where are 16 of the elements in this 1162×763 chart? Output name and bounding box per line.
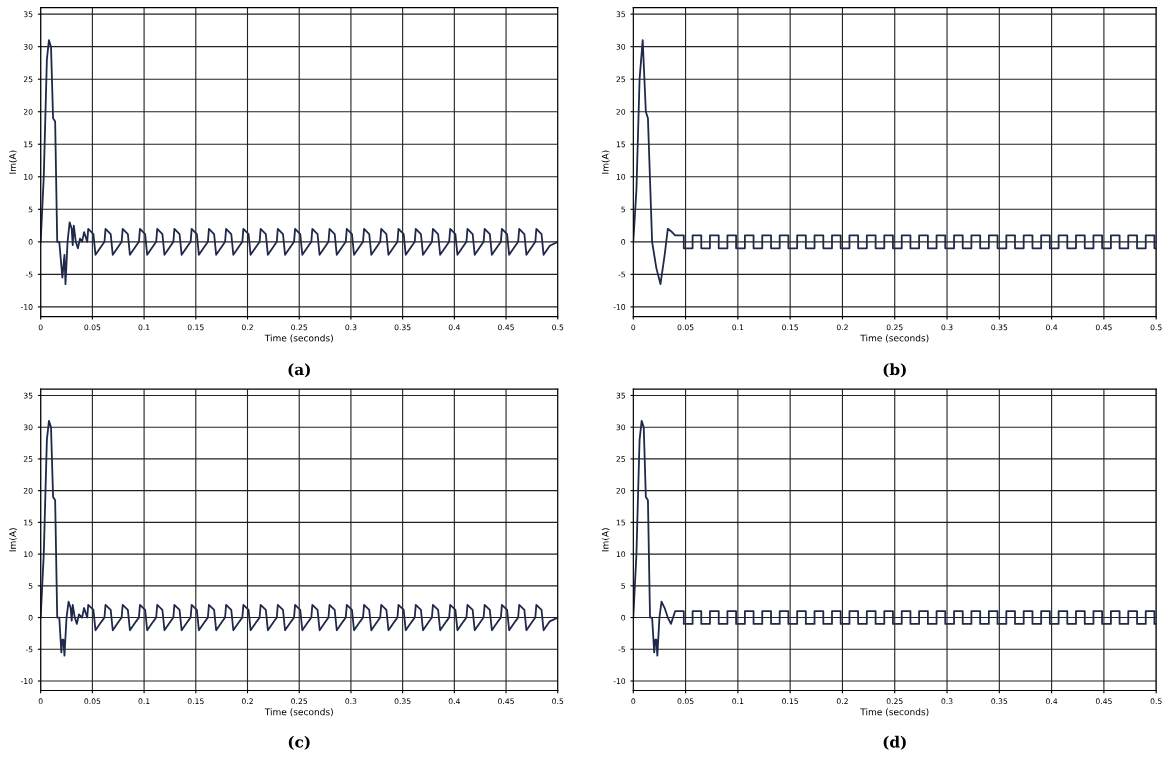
line-series	[40, 39, 558, 286]
x-axis-title: Time (seconds)	[860, 708, 929, 717]
y-axis-title: Im(A)	[601, 150, 610, 174]
line-series	[40, 419, 558, 657]
text: (b)	[883, 363, 906, 378]
text: (d)	[883, 735, 906, 750]
x-axis-title: Time (seconds)	[264, 708, 333, 717]
line-series	[633, 39, 1157, 286]
text: (c)	[288, 735, 310, 750]
x-axis-title: Time (seconds)	[860, 334, 929, 343]
text: (a)	[288, 363, 310, 378]
line-series	[633, 419, 1157, 657]
y-axis-title: Im(A)	[601, 528, 610, 552]
y-axis-title: Im(A)	[9, 150, 18, 174]
y-axis-title: Im(A)	[9, 528, 18, 552]
x-axis-title: Time (seconds)	[264, 334, 333, 343]
